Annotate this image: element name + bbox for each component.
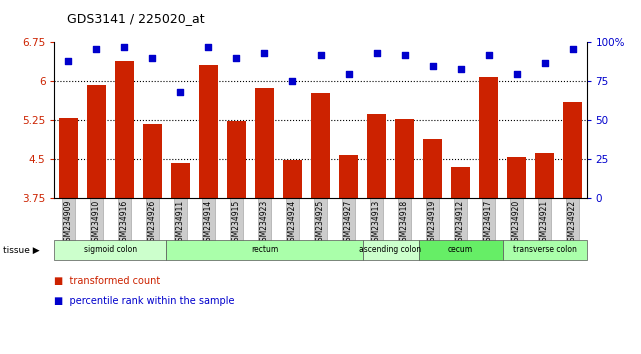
Text: ascending colon: ascending colon [360,245,422,255]
Point [119,44,129,50]
Bar [451,167,470,198]
Text: rectum: rectum [251,245,278,255]
Text: tissue ▶: tissue ▶ [3,245,40,255]
Bar [171,163,190,198]
Bar [115,61,134,198]
Bar [283,160,303,198]
Point [231,55,242,61]
Bar [503,240,587,260]
Point [399,52,410,58]
Point [203,44,213,50]
Point [512,71,522,76]
Bar [563,102,582,198]
Point [147,55,158,61]
Point [455,66,465,72]
Point [344,71,354,76]
Point [315,52,326,58]
Text: transverse colon: transverse colon [513,245,576,255]
Bar [535,153,554,198]
Point [539,60,549,65]
Bar [87,85,106,198]
Bar [479,77,498,198]
Text: ■  percentile rank within the sample: ■ percentile rank within the sample [54,296,235,306]
Point [371,51,381,56]
Bar [338,155,358,198]
Bar [254,88,274,198]
Point [428,63,438,69]
Bar [363,240,419,260]
Text: ■  transformed count: ■ transformed count [54,276,161,286]
Point [176,90,186,95]
Bar [143,124,162,198]
Bar [395,119,414,198]
Point [92,46,102,52]
Bar [311,93,330,198]
Text: cecum: cecum [448,245,473,255]
Bar [367,114,387,198]
Point [483,52,494,58]
Text: sigmoid colon: sigmoid colon [84,245,137,255]
Point [260,51,270,56]
Point [287,79,297,84]
Text: GDS3141 / 225020_at: GDS3141 / 225020_at [67,12,205,25]
Bar [422,138,442,198]
Point [567,46,578,52]
Bar [507,157,526,198]
Bar [167,240,363,260]
Point [63,58,74,64]
Bar [227,121,246,198]
Bar [54,240,167,260]
Bar [59,118,78,198]
Bar [199,65,219,198]
Bar [419,240,503,260]
